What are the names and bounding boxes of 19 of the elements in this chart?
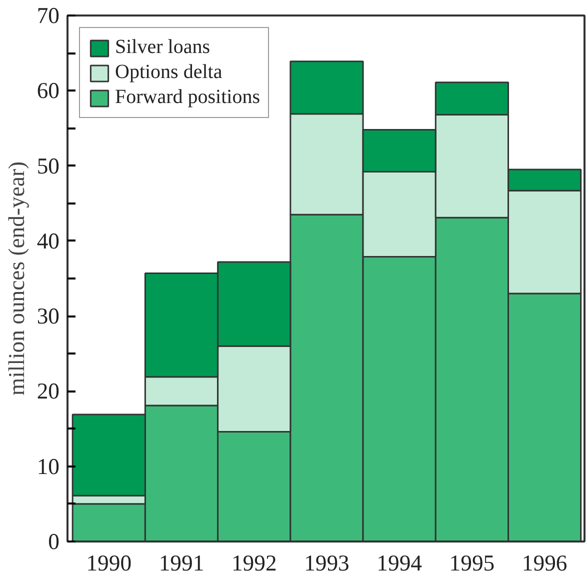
legend-label: Options delta [115,61,222,84]
x-tick-label: 1996 [522,550,568,575]
y-tick-label: 60 [36,78,60,104]
y-tick-label: 0 [48,529,60,554]
y-tick-label: 70 [36,3,60,28]
x-tick-label: 1992 [231,550,277,575]
x-tick-label: 1994 [376,550,422,575]
y-tick-label: 10 [36,454,60,479]
y-axis-title: million ounces (end-year) [4,161,29,396]
legend-label: Silver loans [115,36,210,59]
x-tick-label: 1993 [304,550,350,575]
y-tick-label: 30 [36,304,60,329]
x-tick-label: 1995 [449,550,495,575]
x-tick-label: 1990 [86,550,132,575]
x-tick-label: 1991 [158,550,204,575]
legend-label: Forward positions [115,86,260,109]
y-tick-label: 40 [36,228,60,254]
y-tick-label: 50 [36,153,60,178]
y-tick-label: 20 [36,378,60,404]
